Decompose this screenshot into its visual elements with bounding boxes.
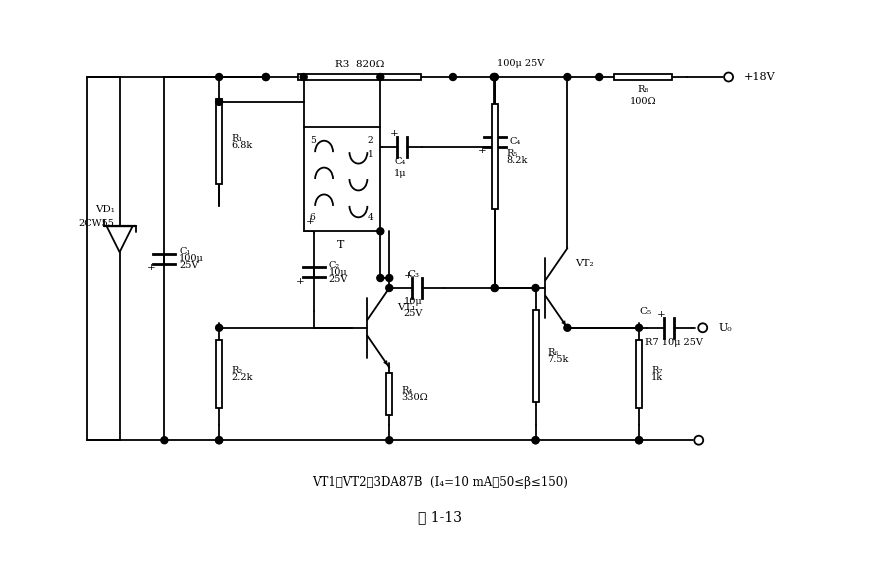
Circle shape [215,74,222,80]
Text: 8.2k: 8.2k [506,156,527,165]
Text: R₇: R₇ [650,366,662,375]
Circle shape [160,437,167,444]
Circle shape [532,285,539,291]
Text: 2CW55: 2CW55 [79,219,114,228]
Bar [216,99,222,185]
Circle shape [491,285,498,291]
Text: 100μ 25V: 100μ 25V [496,59,543,67]
Text: 7.5k: 7.5k [547,355,568,363]
Circle shape [532,437,539,444]
Text: 10μ: 10μ [328,268,346,277]
Text: +: + [404,271,413,280]
Text: R₂: R₂ [230,366,242,375]
Text: C₅: C₅ [638,307,650,316]
Circle shape [635,437,641,444]
Text: +: + [390,129,398,138]
Circle shape [215,437,222,444]
Bar [385,373,392,415]
Text: U₀: U₀ [718,323,732,333]
Circle shape [563,74,571,80]
Text: C₁: C₁ [179,247,190,256]
Text: 25V: 25V [328,275,347,284]
Text: T: T [337,240,344,250]
Text: +: + [477,146,486,155]
Text: VT1，VT2：3DA87B  (I₄=10 mA，50≤β≤150): VT1，VT2：3DA87B (I₄=10 mA，50≤β≤150) [312,475,567,488]
Text: R3  820Ω: R3 820Ω [334,59,384,68]
Circle shape [694,436,703,445]
Text: +: + [657,310,665,319]
Bar [303,127,380,231]
Circle shape [299,74,307,80]
Text: 2: 2 [367,136,373,145]
Text: 2.2k: 2.2k [230,373,253,382]
Circle shape [635,437,641,444]
Text: R₄: R₄ [400,386,412,395]
Circle shape [491,74,498,80]
Circle shape [377,228,384,235]
Circle shape [215,98,222,105]
Text: R₁: R₁ [230,134,242,143]
Text: VT₂: VT₂ [575,259,594,268]
Text: R₈: R₈ [637,85,648,95]
Circle shape [262,74,269,80]
Text: +18V: +18V [742,72,774,82]
Bar [613,74,672,80]
Text: R₅: R₅ [506,149,517,158]
Polygon shape [106,226,132,252]
Text: 1μ: 1μ [393,169,406,178]
Text: 6.8k: 6.8k [230,141,252,149]
Circle shape [215,324,222,331]
Circle shape [491,285,498,291]
Text: VD₁: VD₁ [95,205,114,214]
Circle shape [532,437,539,444]
Circle shape [215,437,222,444]
Circle shape [490,74,497,80]
Text: R7 10μ 25V: R7 10μ 25V [645,338,703,347]
Text: 25V: 25V [179,261,198,270]
Text: 25V: 25V [403,310,423,318]
Text: C₄: C₄ [509,137,520,146]
Text: +: + [147,263,156,272]
Circle shape [563,324,571,331]
Text: C₄: C₄ [394,157,406,166]
Circle shape [377,275,384,281]
Bar [491,104,497,209]
Text: 1k: 1k [650,373,663,382]
Text: +: + [306,217,315,226]
Circle shape [385,275,392,281]
Text: 4: 4 [367,213,373,222]
Circle shape [723,72,732,82]
Text: 100Ω: 100Ω [629,97,656,106]
Text: R₆: R₆ [547,348,558,357]
Text: C₂: C₂ [328,260,339,269]
Circle shape [635,324,641,331]
Text: +: + [296,277,305,285]
Circle shape [449,74,456,80]
Circle shape [262,74,269,80]
Circle shape [385,285,392,291]
Text: 5: 5 [309,136,315,145]
Bar [532,310,538,402]
Circle shape [697,323,706,332]
Circle shape [385,437,392,444]
Circle shape [491,74,498,80]
Circle shape [377,74,384,80]
Text: 330Ω: 330Ω [400,393,427,402]
Text: 100μ: 100μ [179,254,204,263]
Text: 6: 6 [309,213,315,222]
Text: 图 1-13: 图 1-13 [417,510,462,524]
Text: 1: 1 [367,150,373,159]
Circle shape [595,74,602,80]
Bar [298,74,421,80]
Text: C₃: C₃ [407,269,419,278]
Text: 10μ: 10μ [403,297,422,306]
Bar [216,340,222,408]
Text: VT₁: VT₁ [397,303,416,312]
Bar [635,340,641,408]
